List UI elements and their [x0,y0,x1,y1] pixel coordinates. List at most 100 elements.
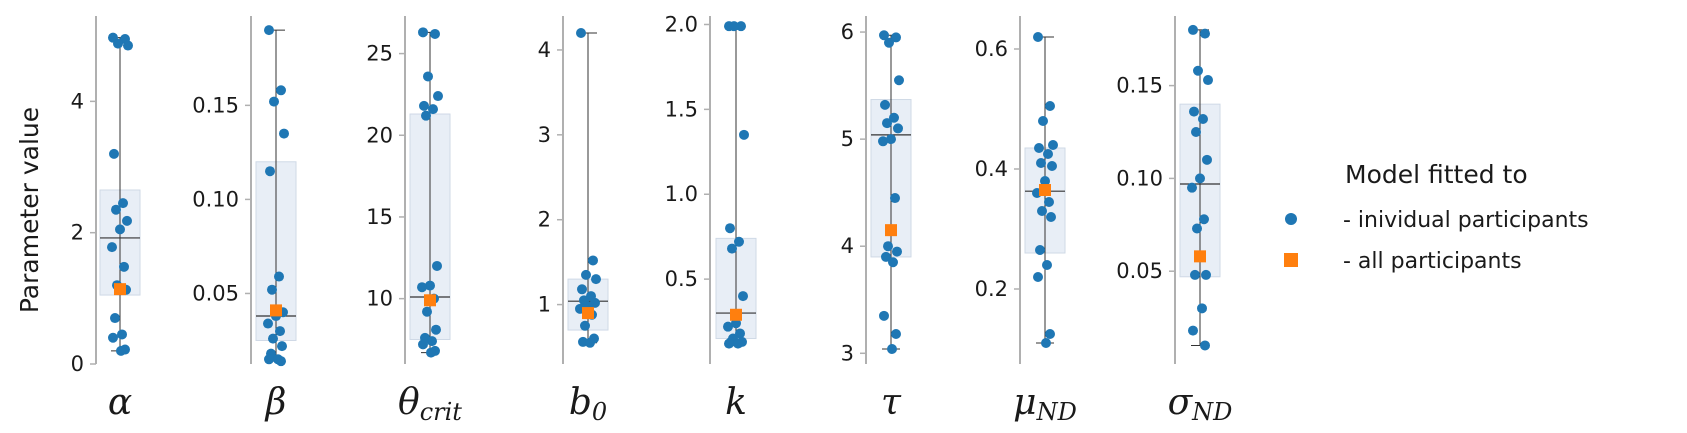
individual-point [426,347,436,358]
individual-point [1197,303,1207,314]
individual-point [733,338,743,349]
individual-point [1187,182,1197,193]
all-participants-marker [730,308,742,321]
individual-point [264,25,274,36]
individual-point [724,338,734,349]
individual-point [1033,272,1043,282]
individual-point [1188,24,1198,35]
individual-point [892,246,902,257]
y-tick-label: 0.4 [975,157,1008,181]
individual-point [275,326,285,337]
legend-item-2: - all participants [1284,249,1522,274]
y-tick-label: 1.0 [665,182,698,206]
individual-point [1046,212,1056,222]
all-participants-marker [1039,184,1051,196]
y-tick-label: 6 [841,20,854,44]
individual-point [1193,65,1203,76]
individual-point [1047,161,1057,171]
individual-point [1195,173,1205,184]
parameter-label: α [108,382,132,423]
individual-point [427,336,437,347]
individual-point [1041,338,1051,348]
individual-point [881,251,891,262]
individual-point [108,332,118,343]
legend: Model fitted to - inividual participants… [1284,160,1589,274]
individual-point [263,318,273,329]
individual-point [1189,106,1199,117]
panels: 0 2 4 α 0.05 0.10 0.15 β 10 15 20 25 θcrit 1 2 3 4 b0 0.5 1… [71,12,1233,426]
all-participants-marker [582,307,594,320]
individual-point [113,38,123,49]
panel-2: 0.05 0.10 0.15 β [192,16,297,423]
all-participants-marker [1194,250,1206,263]
y-tick-label: 25 [366,42,393,66]
individual-point [116,345,126,356]
y-tick-label: 1 [538,293,551,317]
panel-7: 0.2 0.4 0.6 μND [975,16,1077,426]
individual-point [879,30,889,41]
individual-point [277,341,287,352]
y-tick-label: 0.10 [192,187,239,211]
individual-point [115,224,125,235]
individual-point [1200,28,1210,39]
parameter-label: τ [881,382,902,423]
individual-point [419,100,429,111]
individual-point [118,198,128,209]
y-tick-label: 3 [841,341,854,365]
individual-point [884,37,894,48]
individual-point [1045,101,1055,111]
y-tick-label: 4 [841,234,854,258]
individual-point [880,99,890,110]
individual-point [274,271,284,282]
individual-point [1034,143,1044,153]
individual-point [265,166,275,177]
individual-point [269,96,279,107]
individual-point [423,71,433,82]
individual-point [123,40,133,51]
individual-point [1033,32,1043,42]
legend-item-1: - inividual participants [1285,208,1589,233]
individual-point [888,257,898,268]
individual-point [890,193,900,204]
legend-square-marker [1284,253,1298,267]
individual-point [1200,340,1210,351]
all-participants-marker [424,294,436,307]
individual-point [119,261,129,272]
individual-point [1188,325,1198,336]
panel-6: 3 4 5 6 τ [841,16,912,423]
all-participants-marker [270,304,282,317]
parameter-label-subscript: ND [1036,398,1077,426]
individual-point [268,333,278,344]
parameter-label: μND [1013,382,1077,426]
individual-point [1037,206,1047,216]
individual-point [891,329,901,340]
parameter-label-subscript: ND [1191,398,1232,426]
individual-point [889,112,899,123]
individual-point [267,284,277,295]
parameter-label: β [264,382,287,423]
individual-point [1201,269,1211,280]
all-participants-marker [114,283,126,296]
individual-point [1045,329,1055,339]
individual-point [1191,127,1201,137]
parameter-label-subscript: 0 [592,398,607,426]
y-tick-label: 0.5 [665,267,698,291]
individual-point [264,354,274,365]
individual-point [432,260,442,271]
individual-point [729,21,739,32]
panel-4: 1 2 3 4 b0 [538,16,609,426]
individual-point [1044,197,1054,207]
individual-point [577,284,587,295]
individual-point [418,339,428,350]
individual-point [276,85,286,96]
individual-point [110,313,120,324]
y-tick-label: 4 [71,89,84,113]
legend-items: - inividual participants - all participan… [1284,208,1589,274]
y-tick-label: 1.5 [665,97,698,121]
individual-point [591,274,601,285]
y-tick-label: 5 [841,127,854,151]
individual-point [883,241,893,252]
y-tick-label: 0 [71,352,84,376]
individual-point [1040,176,1050,186]
